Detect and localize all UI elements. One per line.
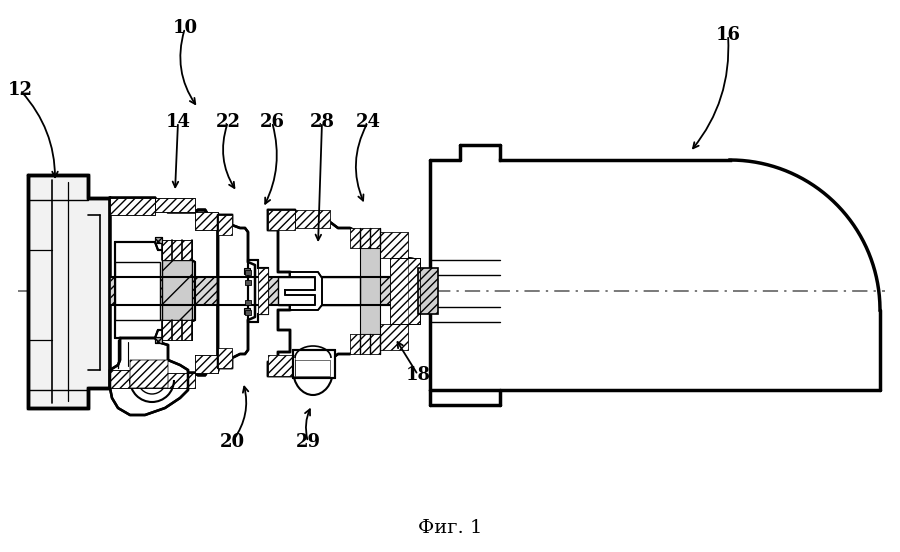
Polygon shape [218,348,232,368]
Bar [115,262,160,320]
Text: 20: 20 [220,433,245,451]
Polygon shape [155,198,195,212]
Bar [360,248,380,334]
Polygon shape [285,272,322,310]
Polygon shape [115,242,195,338]
Polygon shape [268,355,295,376]
Text: 29: 29 [295,433,320,451]
Polygon shape [380,324,408,350]
Polygon shape [380,232,408,258]
Polygon shape [162,320,192,340]
Polygon shape [195,212,218,230]
Bar [245,310,251,315]
Polygon shape [295,210,330,228]
Polygon shape [350,228,380,248]
Polygon shape [258,268,268,314]
Polygon shape [155,337,162,343]
Bar [245,300,251,305]
Bar [245,270,251,275]
Text: 14: 14 [166,113,191,131]
Polygon shape [293,350,335,378]
Polygon shape [408,258,420,324]
Text: 26: 26 [259,113,284,131]
Polygon shape [155,373,195,388]
Polygon shape [162,240,192,260]
Polygon shape [110,198,218,388]
Polygon shape [195,355,218,373]
Polygon shape [155,237,162,243]
Polygon shape [110,338,188,415]
Text: Фиг. 1: Фиг. 1 [418,519,482,537]
Bar [245,280,251,285]
Bar [244,268,250,274]
Polygon shape [268,210,295,230]
Polygon shape [350,334,380,354]
Text: 22: 22 [215,113,240,131]
Polygon shape [110,198,155,215]
Polygon shape [28,175,110,408]
Polygon shape [130,360,168,388]
Text: 28: 28 [310,113,335,131]
Polygon shape [110,370,155,388]
Text: 16: 16 [716,26,741,44]
Polygon shape [295,360,330,376]
Text: 10: 10 [173,19,198,37]
Text: 12: 12 [7,81,32,99]
Polygon shape [268,210,418,376]
Text: 24: 24 [356,113,381,131]
Text: 18: 18 [406,366,430,384]
Polygon shape [218,215,255,368]
Bar [244,308,250,314]
Polygon shape [390,258,420,324]
Polygon shape [248,260,268,322]
Bar [162,260,192,320]
Bar [418,268,438,314]
Bar [110,277,420,305]
Bar [278,277,360,305]
Polygon shape [218,215,232,235]
